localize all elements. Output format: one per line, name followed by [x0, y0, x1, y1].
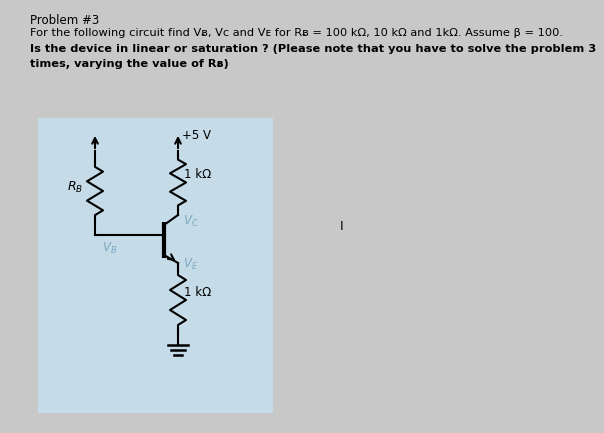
- Text: $V_C$: $V_C$: [183, 214, 199, 229]
- Text: Is the device in linear or saturation ? (Please note that you have to solve the : Is the device in linear or saturation ? …: [30, 44, 596, 54]
- Text: $V_E$: $V_E$: [183, 257, 198, 272]
- Text: 1 kΩ: 1 kΩ: [184, 286, 211, 299]
- Text: times, varying the value of Rᴃ): times, varying the value of Rᴃ): [30, 59, 229, 69]
- Text: +5 V: +5 V: [182, 129, 211, 142]
- Text: Problem #3: Problem #3: [30, 14, 99, 27]
- Text: For the following circuit find Vᴃ, Vᴄ and Vᴇ for Rᴃ = 100 kΩ, 10 kΩ and 1kΩ. Ass: For the following circuit find Vᴃ, Vᴄ an…: [30, 28, 563, 38]
- Text: $R_B$: $R_B$: [67, 179, 83, 194]
- Text: 1 kΩ: 1 kΩ: [184, 168, 211, 181]
- Text: I: I: [340, 220, 344, 233]
- FancyBboxPatch shape: [38, 118, 273, 413]
- Text: $V_B$: $V_B$: [102, 241, 117, 256]
